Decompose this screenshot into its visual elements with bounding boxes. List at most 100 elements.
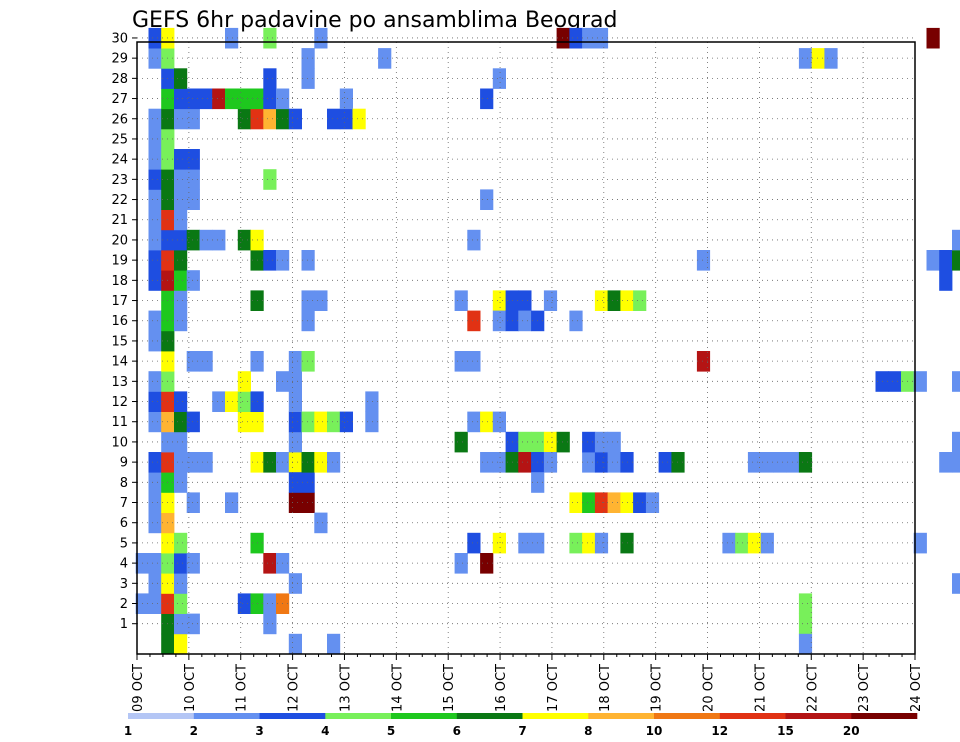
heatmap-cell	[174, 290, 188, 311]
heatmap-cell	[365, 411, 379, 433]
heatmap-cell	[174, 149, 188, 170]
heatmap-cell	[594, 27, 609, 49]
y-tick-label: 16	[111, 314, 128, 329]
heatmap-cell	[174, 633, 188, 655]
heatmap-cell	[582, 431, 596, 453]
heatmap-cell	[212, 88, 226, 110]
heatmap-cell	[480, 553, 494, 574]
heatmap-cell	[174, 250, 188, 271]
heatmap-cell	[186, 189, 200, 210]
heatmap-cell	[288, 411, 302, 433]
x-tick-label: 12 OCT	[287, 664, 302, 712]
heatmap-cell	[582, 492, 596, 513]
x-tick-label: 16 OCT	[494, 664, 509, 712]
heatmap-cell	[174, 391, 188, 412]
legend-label: 6	[453, 724, 461, 738]
heatmap-cell	[148, 411, 162, 433]
heatmap-cell	[148, 593, 162, 614]
heatmap-cell	[952, 452, 960, 473]
heatmap-cell	[556, 431, 570, 453]
y-axis: 1234567891011121314151617181920212223242…	[111, 31, 137, 632]
heatmap-cell	[148, 553, 162, 574]
heatmap-cell	[263, 452, 277, 473]
heatmap-cell	[186, 452, 200, 473]
heatmap-cell	[301, 250, 315, 271]
y-tick-label: 1	[120, 617, 128, 632]
heatmap-cell	[798, 633, 813, 655]
heatmap-cell	[480, 411, 494, 433]
heatmap-cell	[237, 371, 251, 392]
heatmap-cell	[199, 452, 213, 473]
heatmap-cell	[288, 431, 302, 453]
heatmap-cell	[148, 189, 162, 210]
heatmap-cell	[288, 108, 302, 130]
y-tick-label: 22	[111, 193, 128, 208]
legend-label: 4	[321, 724, 329, 738]
color-legend: 1 2 3 4 5 6 7 8 10 12 15 20	[124, 713, 918, 738]
y-tick-label: 23	[111, 173, 128, 188]
heatmap-cell	[569, 532, 583, 554]
heatmap-cell	[174, 169, 188, 190]
x-tick-label: 19 OCT	[650, 664, 665, 712]
x-tick-label: 17 OCT	[546, 664, 561, 712]
heatmap-cell	[569, 492, 583, 513]
heatmap-cell	[225, 27, 239, 49]
y-tick-label: 18	[111, 274, 128, 289]
heatmap-cell	[148, 573, 162, 594]
heatmap-cell	[263, 613, 277, 635]
heatmap-cell	[543, 290, 558, 311]
heatmap-cell	[174, 553, 188, 574]
legend-label: 12	[711, 724, 728, 738]
heatmap-cell	[365, 391, 379, 412]
heatmap-cell	[352, 108, 366, 130]
legend-swatch	[193, 713, 260, 719]
x-tick-label: 24 OCT	[909, 664, 924, 712]
heatmap-cell	[913, 371, 927, 392]
heatmap-cell	[607, 452, 621, 473]
heatmap-cell	[913, 532, 927, 554]
heatmap-cell	[263, 27, 277, 49]
heatmap-cell	[939, 270, 953, 291]
heatmap-cell	[518, 310, 532, 332]
heatmap-cell	[811, 48, 825, 69]
heatmap-cell	[148, 128, 162, 150]
heatmap-cell	[696, 250, 711, 271]
y-tick-label: 10	[111, 435, 128, 450]
heatmap-cell	[952, 250, 960, 271]
heatmap-cell	[288, 573, 302, 594]
heatmap-cell	[225, 88, 239, 110]
heatmap-cell	[174, 472, 188, 493]
heatmap-cell	[327, 452, 341, 473]
legend-label: 1	[124, 724, 132, 738]
heatmap-cell	[263, 250, 277, 271]
heatmap-cell	[186, 553, 200, 574]
heatmap-cell	[301, 411, 315, 433]
heatmap-cell	[327, 108, 341, 130]
heatmap-cell	[148, 149, 162, 170]
heatmap-cell	[237, 391, 251, 412]
heatmap-cell	[633, 492, 647, 513]
heatmap-cell	[594, 452, 609, 473]
heatmap-cell	[199, 88, 213, 110]
heatmap-cell	[148, 492, 162, 513]
heatmap-cell	[518, 290, 532, 311]
y-tick-label: 8	[120, 476, 128, 491]
y-tick-label: 4	[120, 557, 128, 572]
heatmap-cell	[174, 593, 188, 614]
heatmap-cell	[480, 88, 494, 110]
legend-label: 10	[646, 724, 663, 738]
legend-label: 7	[518, 724, 526, 738]
chart-title: GEFS 6hr padavine po ansamblima Beograd	[132, 8, 618, 33]
heatmap-cell	[607, 431, 621, 453]
y-tick-label: 28	[111, 72, 128, 87]
heatmap-cell	[798, 48, 813, 69]
heatmap-cell	[174, 411, 188, 433]
legend-label: 3	[255, 724, 263, 738]
legend-swatch	[128, 713, 194, 719]
heatmap-cell	[161, 633, 175, 655]
legend-label: 2	[190, 724, 198, 738]
grid-lines	[137, 37, 915, 654]
x-axis: 09 OCT 10 OCT 11 OCT 12 OCT 13 OCT 14 OCT 15 O…	[131, 654, 924, 712]
heatmap-cell	[148, 229, 162, 251]
legend-swatch	[851, 713, 918, 719]
